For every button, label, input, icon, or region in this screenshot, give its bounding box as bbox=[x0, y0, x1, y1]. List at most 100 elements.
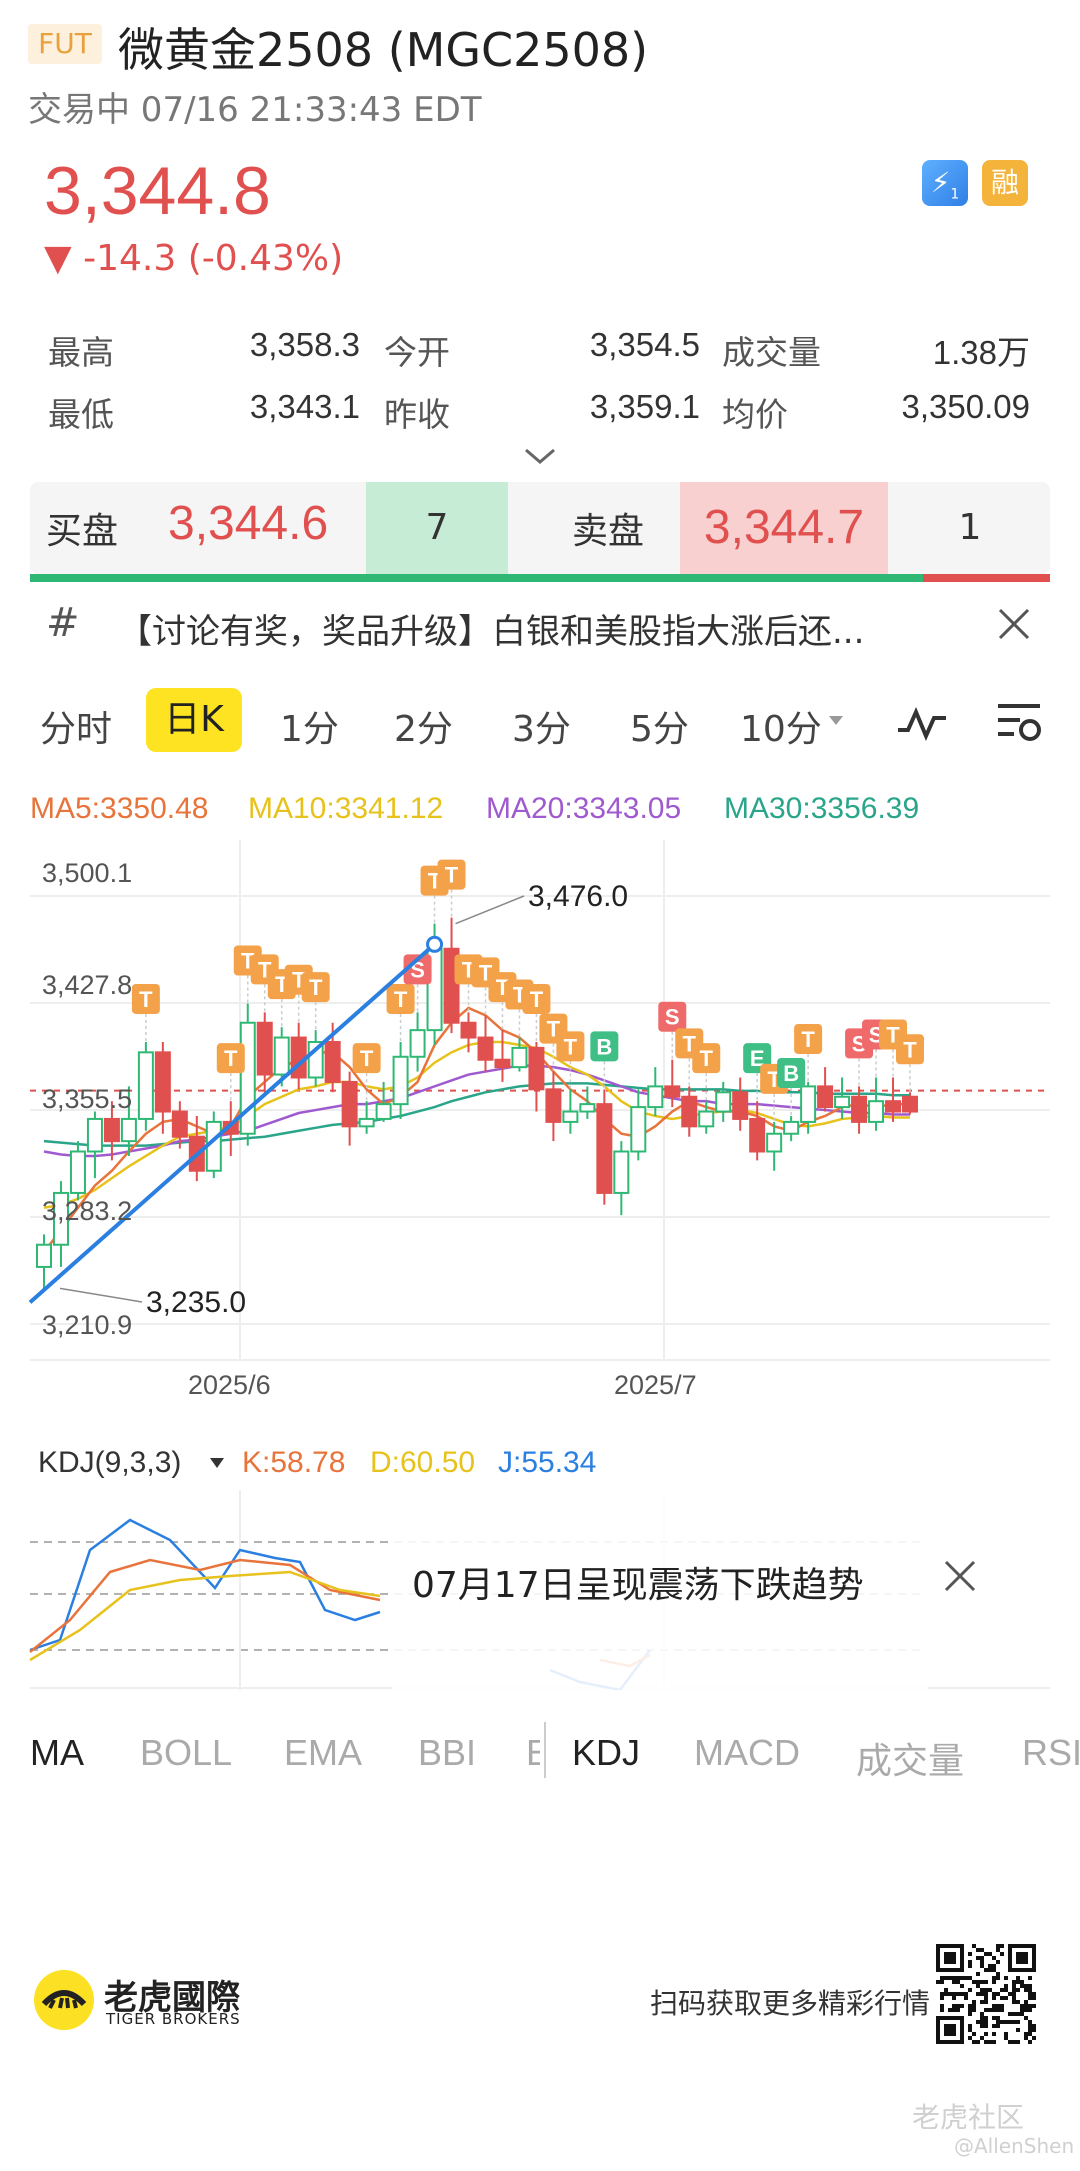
bid-price[interactable]: 3,344.6 bbox=[168, 497, 329, 550]
futures-badge: FUT bbox=[28, 24, 102, 64]
qr-module bbox=[988, 1988, 992, 1992]
chart-grid bbox=[30, 840, 1050, 1361]
qr-module bbox=[956, 1980, 960, 1984]
marker-badge bbox=[352, 1043, 381, 1074]
stat-label-high: 最高 bbox=[48, 333, 114, 372]
qr-module bbox=[992, 1976, 996, 1980]
margin-icon[interactable]: 融 bbox=[982, 160, 1028, 206]
qr-module bbox=[1024, 2016, 1028, 2020]
marker-label: S bbox=[665, 1005, 680, 1030]
qr-module bbox=[960, 1984, 964, 1988]
qr-module bbox=[1000, 1952, 1004, 1956]
qr-module bbox=[1012, 1988, 1016, 1992]
qr-module bbox=[1012, 1996, 1016, 2000]
qr-module bbox=[980, 2020, 984, 2024]
qr-module bbox=[988, 1968, 992, 1972]
qr-module bbox=[976, 1980, 980, 1984]
indicator-tab-ema[interactable]: EMA bbox=[284, 1732, 363, 1773]
qr-finder bbox=[944, 2024, 956, 2036]
y-tick-label: 3,283.2 bbox=[42, 1196, 133, 1226]
stat-value-prev-close: 3,359.1 bbox=[589, 388, 700, 425]
qr-module bbox=[988, 2008, 992, 2012]
marker-label: T bbox=[224, 1046, 238, 1071]
qr-module bbox=[936, 1980, 940, 1984]
qr-module bbox=[988, 2040, 992, 2044]
marker-badge bbox=[403, 954, 432, 985]
y-tick-label: 3,355.5 bbox=[42, 1084, 133, 1114]
indicator-tab-boll[interactable]: BOLL bbox=[140, 1732, 233, 1773]
kdj-title[interactable]: KDJ(9,3,3) bbox=[38, 1446, 182, 1479]
qr-module bbox=[1000, 2008, 1004, 2012]
candle-body bbox=[630, 1106, 647, 1153]
qr-module bbox=[940, 1980, 944, 1984]
qr-module bbox=[992, 2016, 996, 2020]
y-tick-label: 3,210.9 bbox=[42, 1310, 133, 1340]
kdj-chart[interactable] bbox=[0, 1490, 1080, 1690]
qr-module bbox=[984, 1996, 988, 2000]
ask-ratio-bar bbox=[922, 574, 1050, 582]
tab-intraday[interactable]: 分时 bbox=[40, 709, 113, 750]
qr-module bbox=[976, 1956, 980, 1960]
indicator-tab-volume[interactable]: 成交量 bbox=[856, 1740, 965, 1781]
marker-badge bbox=[216, 1043, 245, 1074]
candle-body bbox=[171, 1110, 188, 1138]
broker-logo-english: TIGER BROKERS bbox=[106, 2010, 241, 2028]
qr-module bbox=[976, 1972, 980, 1976]
qr-module bbox=[980, 1960, 984, 1964]
candle-body bbox=[885, 1100, 902, 1113]
qr-module bbox=[944, 1988, 948, 1992]
qr-module bbox=[996, 1944, 1000, 1948]
close-tip-icon[interactable] bbox=[940, 1556, 980, 1596]
qr-module bbox=[992, 2004, 996, 2008]
tab-3min[interactable]: 3分 bbox=[512, 709, 571, 750]
indicator-tab-kdj[interactable]: KDJ bbox=[572, 1732, 641, 1773]
qr-module bbox=[1008, 2020, 1012, 2024]
candle-body bbox=[715, 1091, 732, 1113]
chart-settings-icon[interactable] bbox=[994, 698, 1044, 746]
qr-module bbox=[972, 2000, 976, 2004]
marker-label: T bbox=[530, 987, 544, 1012]
indicator-tab-partial[interactable]: E bbox=[526, 1732, 540, 1773]
qr-module bbox=[956, 1992, 960, 1996]
tab-5min[interactable]: 5分 bbox=[630, 709, 689, 750]
indicator-tab-rsi[interactable]: RSI bbox=[1022, 1732, 1080, 1773]
qr-module bbox=[1012, 1992, 1016, 1996]
candle-body bbox=[596, 1103, 613, 1194]
ask-price[interactable]: 3,344.7 bbox=[680, 482, 888, 574]
qr-module bbox=[1000, 2020, 1004, 2024]
high-annotation: 3,476.0 bbox=[528, 880, 629, 913]
qr-module bbox=[988, 1964, 992, 1968]
tab-2min[interactable]: 2分 bbox=[394, 709, 453, 750]
marker-label: T bbox=[309, 975, 323, 1000]
indicator-line-icon[interactable] bbox=[894, 700, 950, 744]
qr-module bbox=[1004, 1984, 1008, 1988]
qr-module bbox=[992, 1964, 996, 1968]
qr-module bbox=[1024, 1984, 1028, 1988]
qr-module bbox=[984, 2008, 988, 2012]
expand-chevron-icon[interactable] bbox=[522, 444, 558, 468]
candle-body bbox=[681, 1095, 698, 1128]
indicator-tab-ma[interactable]: MA bbox=[30, 1732, 84, 1773]
tab-10min-dropdown-icon[interactable] bbox=[826, 712, 846, 728]
high-annotation-leader bbox=[455, 895, 525, 925]
close-news-icon[interactable] bbox=[994, 604, 1034, 644]
news-ticker[interactable]: 【讨论有奖，奖品升级】白银和美股指大涨后还... bbox=[118, 612, 865, 652]
qr-module bbox=[996, 1972, 1000, 1976]
indicator-tab-macd[interactable]: MACD bbox=[694, 1732, 800, 1773]
marker-label: T bbox=[139, 987, 153, 1012]
marker-badge bbox=[131, 983, 160, 1014]
qr-module bbox=[1028, 1984, 1032, 1988]
qr-module bbox=[1028, 2020, 1032, 2024]
qr-module bbox=[1020, 1980, 1024, 1984]
lightning-trade-icon[interactable]: ⚡1 bbox=[922, 160, 968, 206]
tab-daily-k[interactable]: 日K bbox=[146, 688, 242, 752]
kdj-dropdown-icon[interactable] bbox=[208, 1456, 226, 1470]
candle-body bbox=[137, 1051, 154, 1120]
qr-module bbox=[1004, 1988, 1008, 1992]
qr-module bbox=[980, 1956, 984, 1960]
candle-body bbox=[392, 1055, 409, 1106]
tab-1min[interactable]: 1分 bbox=[280, 709, 339, 750]
indicator-tab-bbi[interactable]: BBI bbox=[418, 1732, 477, 1773]
tab-10min[interactable]: 10分 bbox=[740, 709, 822, 750]
